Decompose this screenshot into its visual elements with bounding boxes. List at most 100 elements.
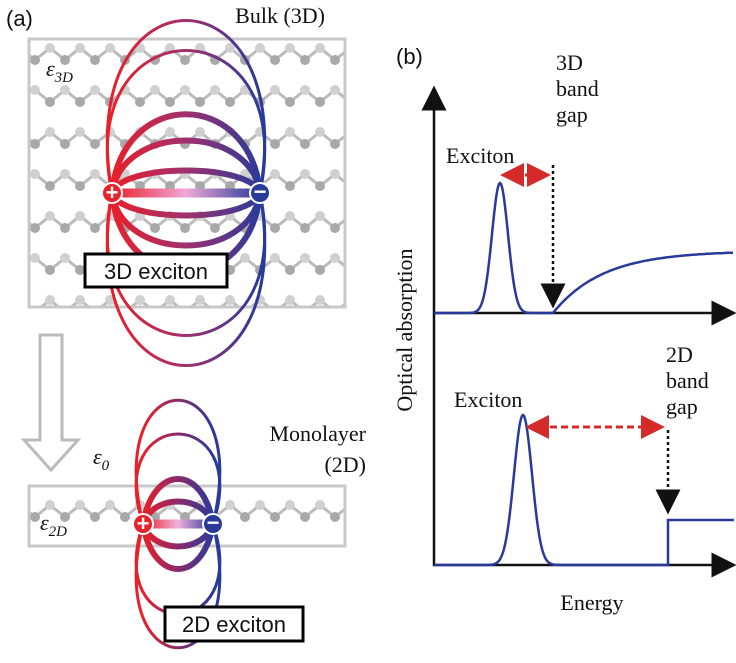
atom [90, 223, 100, 233]
atom [90, 169, 100, 179]
atom [150, 85, 160, 95]
bond [365, 48, 380, 60]
atom [30, 85, 40, 95]
atom [105, 500, 115, 510]
atom [360, 307, 370, 317]
atom [90, 512, 100, 522]
atom [90, 85, 100, 95]
atom [75, 97, 85, 107]
atom [360, 223, 370, 233]
exciton-label: 3D exciton [104, 259, 208, 284]
atom [330, 512, 340, 522]
bond [350, 48, 365, 60]
atom [225, 500, 235, 510]
atom [315, 500, 325, 510]
atom [30, 223, 40, 233]
atom [285, 295, 295, 305]
band-gap-label: band [556, 76, 599, 101]
x-axis-label: Energy [560, 590, 623, 615]
bond [365, 216, 380, 228]
atom [105, 43, 115, 53]
monolayer-label: (2D) [324, 452, 366, 477]
atom [195, 295, 205, 305]
atom [270, 55, 280, 65]
exciton-label: Exciton [454, 387, 522, 412]
band-gap-label: 2D [666, 342, 693, 367]
atom [75, 127, 85, 137]
atom [30, 512, 40, 522]
atom [285, 97, 295, 107]
atom [315, 181, 325, 191]
atom [45, 43, 55, 53]
atom [315, 127, 325, 137]
bond [350, 174, 365, 186]
atom [300, 169, 310, 179]
atom [180, 55, 190, 65]
atom [315, 265, 325, 275]
atom [135, 295, 145, 305]
bond [365, 300, 380, 312]
atom [285, 211, 295, 221]
atom [330, 85, 340, 95]
monolayer-label: Monolayer [269, 421, 366, 446]
atom [45, 211, 55, 221]
atom [300, 139, 310, 149]
absorption-curve [434, 415, 734, 565]
atom [30, 139, 40, 149]
atom [195, 97, 205, 107]
atom [60, 253, 70, 263]
atom [45, 127, 55, 137]
atom [30, 169, 40, 179]
atom [300, 512, 310, 522]
atom [60, 512, 70, 522]
band-gap-label: gap [556, 102, 588, 127]
atom [75, 211, 85, 221]
absorption-curve [434, 183, 733, 313]
down-arrow [24, 335, 78, 470]
atom [270, 512, 280, 522]
atom [90, 55, 100, 65]
bond [350, 132, 365, 144]
atom [285, 127, 295, 137]
band-gap-label: 3D [556, 50, 583, 75]
atom [255, 500, 265, 510]
bond [350, 505, 365, 517]
atom [240, 512, 250, 522]
atom [45, 181, 55, 191]
atom [45, 295, 55, 305]
atom [60, 55, 70, 65]
atom [300, 55, 310, 65]
atom [315, 43, 325, 53]
atom [330, 55, 340, 65]
atom [300, 253, 310, 263]
exciton-label: Exciton [446, 143, 514, 168]
atom [165, 127, 175, 137]
band-gap-label: gap [666, 394, 698, 419]
atom [60, 139, 70, 149]
atom [315, 97, 325, 107]
y-axis-label: Optical absorption [392, 248, 417, 411]
atom [315, 211, 325, 221]
atom [75, 181, 85, 191]
svg-text:−: − [254, 179, 267, 204]
atom [285, 181, 295, 191]
atom [135, 97, 145, 107]
atom [165, 97, 175, 107]
figure: (a) Bulk (3D) ε3D + − 3D exciton ε0 Mono… [0, 0, 736, 663]
atom [15, 500, 25, 510]
atom [210, 223, 220, 233]
atom [195, 127, 205, 137]
atom [225, 295, 235, 305]
atom [60, 223, 70, 233]
atom [60, 169, 70, 179]
atom [180, 223, 190, 233]
atom [270, 253, 280, 263]
atom [270, 169, 280, 179]
atom [165, 295, 175, 305]
atom [75, 43, 85, 53]
atom [255, 43, 265, 53]
epsilon: ε0 [93, 444, 110, 474]
atom [300, 223, 310, 233]
band-gap-label: band [666, 368, 709, 393]
bond [365, 132, 380, 144]
